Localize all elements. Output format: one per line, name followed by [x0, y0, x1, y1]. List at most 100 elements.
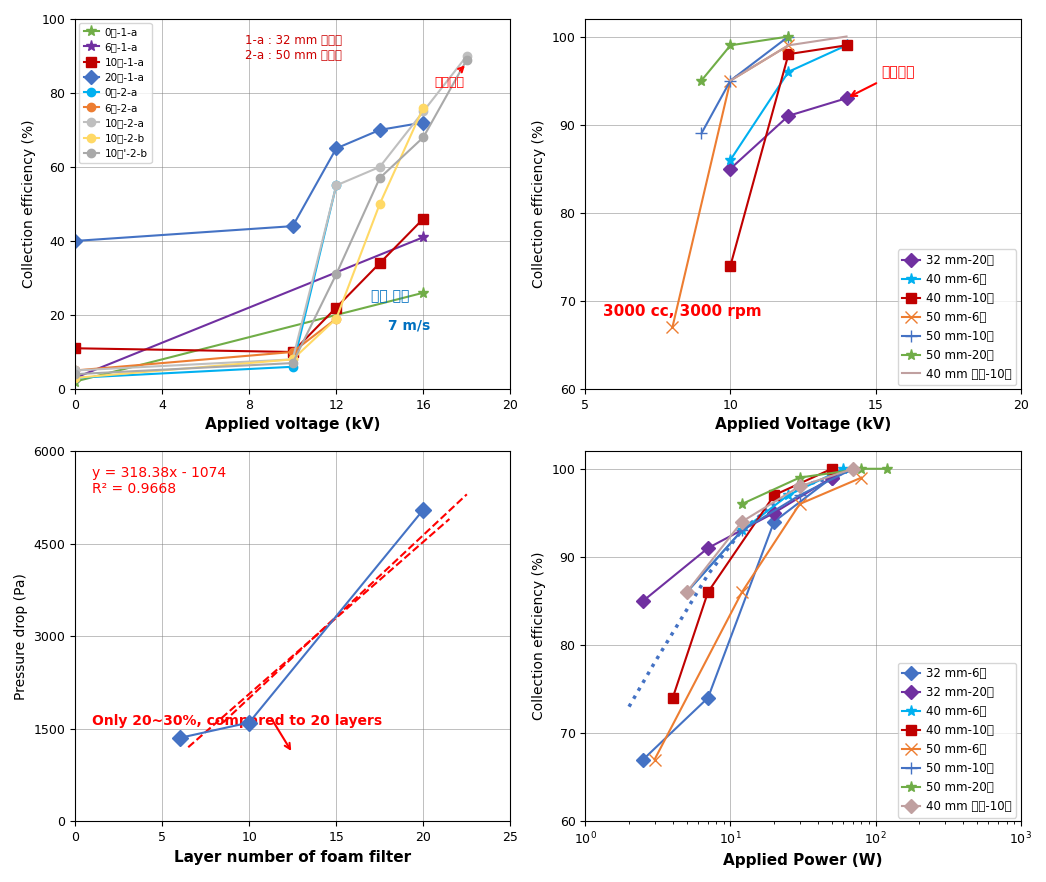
Line: 40 mm-10격: 40 mm-10격: [667, 464, 837, 703]
Y-axis label: Pressure drop (Pa): Pressure drop (Pa): [14, 572, 28, 699]
32 mm-20격: [840, 93, 852, 103]
50 mm-10격: [847, 463, 860, 474]
50 mm-10격: [681, 587, 693, 597]
20격-1-a: [373, 124, 386, 135]
Legend: 32 mm-20격, 40 mm-6격, 40 mm-10격, 50 mm-6격, 50 mm-10격, 50 mm-20격, 40 mm 양방-10격: 32 mm-20격, 40 mm-6격, 40 mm-10격, 50 mm-6격…: [897, 250, 1017, 385]
Line: 40 mm-10격: 40 mm-10격: [726, 41, 851, 271]
50 mm-20격: [696, 75, 708, 86]
32 mm-20격: [702, 542, 714, 553]
10격-1-a: [373, 258, 386, 268]
40 mm-6격: [782, 66, 795, 77]
50 mm-20격: [735, 498, 748, 509]
32 mm-20격: [825, 472, 838, 482]
50 mm-6격: [856, 472, 868, 482]
50 mm-20격: [881, 463, 893, 474]
0격-2-a: [69, 372, 82, 383]
32 mm-6격: [825, 472, 838, 482]
Line: 0격-2-a: 0격-2-a: [71, 182, 340, 382]
40 mm-10격: [666, 692, 679, 703]
Line: 32 mm-20격: 32 mm-20격: [726, 93, 851, 174]
Text: 기존모델: 기존모델: [434, 67, 464, 88]
10격-2-b: [69, 372, 82, 383]
Line: 10격-1-a: 10격-1-a: [70, 213, 428, 357]
Text: y = 318.38x - 1074
R² = 0.9668: y = 318.38x - 1074 R² = 0.9668: [92, 466, 227, 497]
Line: 50 mm-20격: 50 mm-20격: [696, 31, 794, 86]
40 mm-10격: [768, 490, 780, 500]
Line: 40 mm-6격: 40 mm-6격: [725, 40, 852, 166]
40 mm-6격: [840, 40, 852, 50]
10격-2-a: [69, 365, 82, 376]
40 mm-10격: [782, 49, 795, 59]
10격-1-a: [69, 343, 82, 354]
20격-1-a: [69, 235, 82, 246]
0격-2-a: [329, 180, 342, 191]
10격-2-a: [373, 161, 386, 172]
32 mm-20격: [637, 595, 650, 606]
32 mm-6격: [768, 516, 780, 527]
Text: 상온 실험: 상온 실험: [371, 289, 409, 303]
X-axis label: Applied voltage (kV): Applied voltage (kV): [205, 417, 381, 432]
0격-2-a: [287, 362, 299, 372]
Line: 50 mm-10격: 50 mm-10격: [696, 30, 795, 139]
40 mm-6격: [782, 490, 795, 500]
Line: 0격-1-a: 0격-1-a: [69, 288, 429, 387]
Y-axis label: Collection efficiency (%): Collection efficiency (%): [532, 552, 546, 721]
Text: 기존모델: 기존모델: [851, 65, 915, 96]
20격-1-a: [329, 143, 342, 153]
40 mm 양방-10격: [735, 516, 748, 527]
40 mm 양방-10격: [847, 463, 860, 474]
40 mm-6격: [724, 154, 736, 165]
Text: 7 m/s: 7 m/s: [388, 318, 431, 333]
Line: 10격-2-b: 10격-2-b: [71, 103, 428, 382]
10격'-2-b: [69, 369, 82, 379]
40 mm 양방-10격: [724, 75, 736, 86]
40 mm-6격: [681, 587, 693, 597]
10격'-2-b: [417, 132, 430, 143]
6격-2-a: [329, 313, 342, 324]
50 mm-10격: [724, 75, 736, 86]
10격-2-b: [417, 102, 430, 113]
Text: Only 20~30%, compared to 20 layers: Only 20~30%, compared to 20 layers: [92, 714, 383, 728]
40 mm 양방-10격: [681, 587, 693, 597]
Line: 40 mm 양방-10격: 40 mm 양방-10격: [730, 36, 846, 80]
10격-1-a: [417, 213, 430, 224]
Line: 10격-2-a: 10격-2-a: [71, 52, 471, 375]
Text: 1-a : 32 mm 방전극
2-a : 50 mm 방전극: 1-a : 32 mm 방전극 2-a : 50 mm 방전극: [245, 34, 342, 62]
50 mm-6격: [724, 75, 736, 86]
50 mm-6격: [782, 40, 795, 50]
32 mm-20격: [782, 110, 795, 121]
6격-1-a: [69, 372, 82, 383]
40 mm 양방-10격: [794, 481, 806, 491]
Line: 50 mm-20격: 50 mm-20격: [736, 463, 892, 510]
X-axis label: Applied Power (W): Applied Power (W): [723, 853, 883, 868]
Line: 50 mm-6격: 50 mm-6격: [649, 471, 868, 766]
40 mm-10격: [724, 260, 736, 271]
50 mm-20격: [782, 31, 795, 41]
6격-2-a: [287, 347, 299, 357]
50 mm-6격: [666, 322, 679, 333]
32 mm-20격: [768, 507, 780, 518]
50 mm-10격: [735, 525, 748, 535]
Legend: 32 mm-6격, 32 mm-20격, 40 mm-6격, 40 mm-10격, 50 mm-6격, 50 mm-10격, 50 mm-20격, 40 mm : 32 mm-6격, 32 mm-20격, 40 mm-6격, 40 mm-10격…: [897, 662, 1017, 818]
Legend: 0격-1-a, 6격-1-a, 10격-1-a, 20격-1-a, 0격-2-a, 6격-2-a, 10격-2-a, 10격-2-b, 10격'-2-b: 0격-1-a, 6격-1-a, 10격-1-a, 20격-1-a, 0격-2-a…: [79, 23, 152, 162]
50 mm-6격: [735, 587, 748, 597]
32 mm-20격: [724, 163, 736, 174]
50 mm-6격: [794, 498, 806, 509]
10격-2-b: [373, 198, 386, 209]
40 mm-10격: [702, 587, 714, 597]
20격-1-a: [417, 117, 430, 128]
Line: 32 mm-6격: 32 mm-6격: [638, 473, 837, 765]
10격-2-b: [329, 313, 342, 324]
10격-1-a: [329, 303, 342, 313]
6격-1-a: [417, 232, 430, 243]
50 mm-20격: [794, 472, 806, 482]
Line: 32 mm-20격: 32 mm-20격: [638, 473, 837, 606]
10격'-2-b: [329, 269, 342, 280]
10격-2-a: [417, 106, 430, 116]
50 mm-10격: [696, 128, 708, 138]
X-axis label: Layer number of foam filter: Layer number of foam filter: [174, 849, 411, 864]
Line: 10격'-2-b: 10격'-2-b: [71, 56, 471, 378]
6격-2-a: [69, 365, 82, 376]
50 mm-10격: [782, 31, 795, 41]
32 mm-6격: [637, 754, 650, 765]
